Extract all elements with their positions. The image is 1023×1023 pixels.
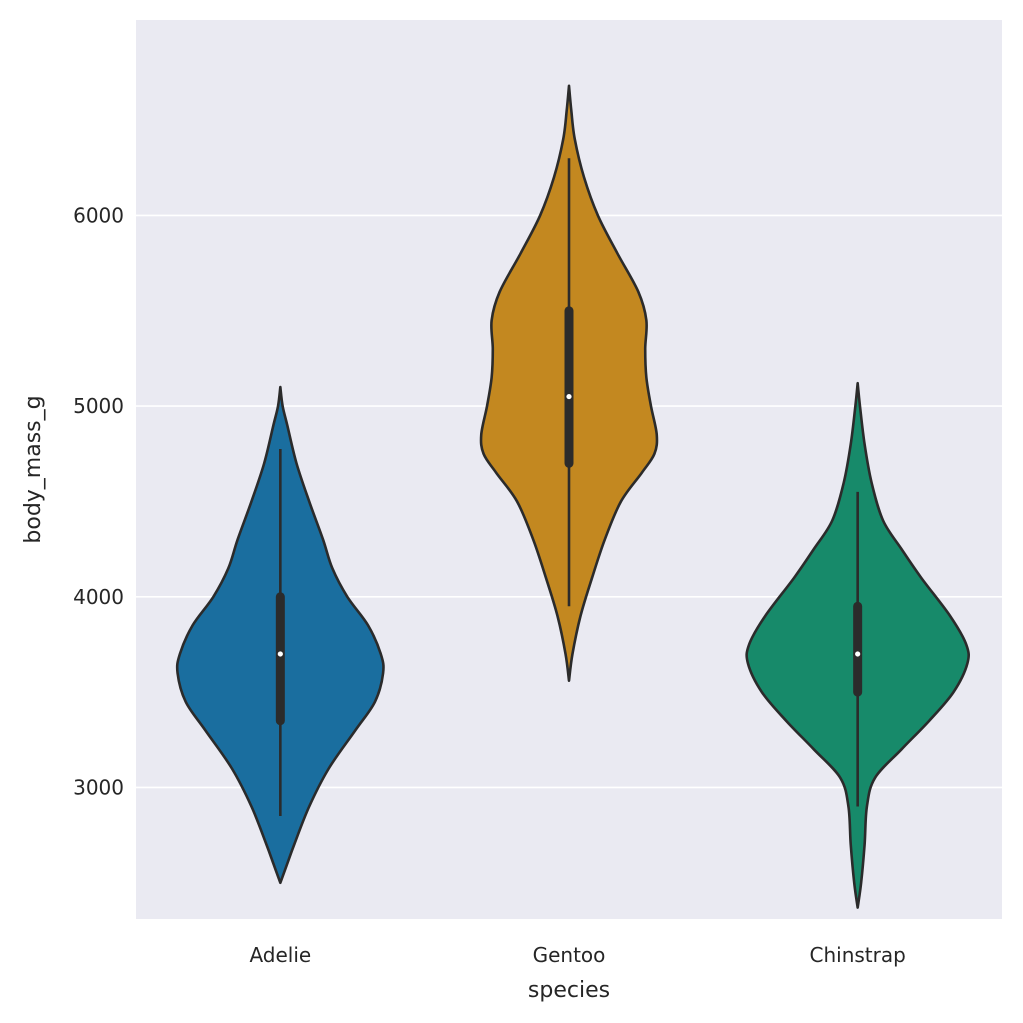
- x-axis-label: species: [528, 978, 610, 1003]
- y-tick-label: 6000: [73, 203, 124, 227]
- violin-median-point: [855, 651, 861, 657]
- violin-chinstrap: [745, 381, 970, 909]
- violins: [175, 84, 970, 909]
- violin-adelie: [175, 385, 385, 885]
- y-tick-labels: 3000 4000 5000 6000: [73, 203, 124, 799]
- violin-median-point: [566, 393, 572, 400]
- x-tick-label: Adelie: [249, 943, 311, 967]
- y-tick-label: 5000: [73, 394, 124, 418]
- x-tick-labels: Adelie Gentoo Chinstrap: [249, 943, 905, 967]
- violin-median-point: [277, 651, 283, 657]
- y-axis-label: body_mass_g: [21, 395, 46, 543]
- x-tick-label: Chinstrap: [810, 943, 906, 967]
- y-tick-label: 3000: [73, 775, 124, 799]
- violin-gentoo: [479, 84, 659, 682]
- y-tick-label: 4000: [73, 585, 124, 609]
- x-tick-label: Gentoo: [533, 943, 606, 967]
